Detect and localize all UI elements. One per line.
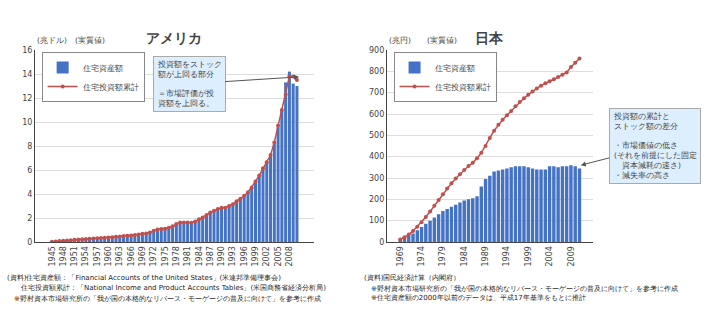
svg-text:1969: 1969 bbox=[396, 246, 405, 266]
svg-text:1987: 1987 bbox=[206, 246, 215, 266]
svg-text:投資額の累計とストック額の差分 ・市場価値の低さ(それを前提: 投資額の累計とストック額の差分 ・市場価値の低さ(それを前提にした固定 資本減耗… bbox=[613, 112, 697, 180]
svg-text:アメリカ: アメリカ bbox=[146, 30, 202, 46]
svg-text:※野村資本市場研究所の「我が国の本格的なリバース・モーゲージ: ※野村資本市場研究所の「我が国の本格的なリバース・モーゲージの普及に向けて」を参… bbox=[7, 294, 321, 303]
svg-text:400: 400 bbox=[369, 152, 384, 161]
svg-text:1981: 1981 bbox=[183, 246, 192, 266]
svg-text:200: 200 bbox=[369, 195, 384, 204]
svg-text:6: 6 bbox=[27, 166, 32, 175]
svg-text:1966: 1966 bbox=[127, 246, 136, 266]
svg-text:1993: 1993 bbox=[228, 246, 237, 266]
svg-text:1969: 1969 bbox=[138, 246, 147, 266]
svg-text:住宅資産額: 住宅資産額 bbox=[83, 64, 123, 73]
svg-text:2009: 2009 bbox=[567, 246, 576, 266]
svg-text:1948: 1948 bbox=[59, 246, 68, 266]
svg-text:住宅投資額累計: 住宅投資額累計 bbox=[435, 83, 491, 92]
svg-text:14: 14 bbox=[22, 70, 32, 79]
svg-text:1984: 1984 bbox=[460, 246, 469, 266]
svg-text:(兆ドル): (兆ドル) bbox=[37, 36, 67, 45]
svg-text:※住宅資産額の2000年以前のデータは、平成17年基準をもと: ※住宅資産額の2000年以前のデータは、平成17年基準をもとに推計 bbox=[364, 294, 586, 302]
svg-text:1979: 1979 bbox=[438, 246, 447, 266]
svg-text:2004: 2004 bbox=[545, 246, 554, 266]
svg-text:1954: 1954 bbox=[81, 246, 90, 266]
svg-text:1990: 1990 bbox=[217, 246, 226, 266]
svg-text:900: 900 bbox=[369, 46, 384, 55]
svg-text:0: 0 bbox=[379, 238, 384, 247]
svg-text:※野村資本市場研究所の「我が国の本格的なリバース・モーゲージ: ※野村資本市場研究所の「我が国の本格的なリバース・モーゲージの普及に向けて」を参… bbox=[364, 284, 678, 293]
svg-text:(実質値): (実質値) bbox=[427, 36, 457, 45]
svg-text:投資額をストック額が上回る部分 ＝市場評価が投資額を上回る。: 投資額をストック額が上回る部分 ＝市場評価が投資額を上回る。 bbox=[157, 60, 222, 108]
svg-text:1957: 1957 bbox=[93, 246, 102, 266]
svg-text:0: 0 bbox=[27, 238, 32, 247]
svg-text:16: 16 bbox=[22, 46, 32, 55]
svg-text:1974: 1974 bbox=[417, 246, 426, 266]
svg-text:12: 12 bbox=[22, 94, 32, 103]
svg-text:300: 300 bbox=[369, 174, 384, 183]
svg-text:1945: 1945 bbox=[48, 246, 57, 266]
svg-text:800: 800 bbox=[369, 67, 384, 76]
svg-text:住宅投資額累計：「National Income and P: 住宅投資額累計：「National Income and Product Acc… bbox=[7, 284, 326, 292]
svg-text:1996: 1996 bbox=[240, 246, 249, 266]
svg-text:1978: 1978 bbox=[172, 246, 181, 266]
svg-text:(兆円): (兆円) bbox=[389, 36, 411, 45]
svg-text:(資料)住宅資産額：「Financial Accounts: (資料)住宅資産額：「Financial Accounts of the Uni… bbox=[7, 274, 281, 282]
svg-text:1999: 1999 bbox=[251, 246, 260, 266]
svg-text:1989: 1989 bbox=[481, 246, 490, 266]
svg-text:1951: 1951 bbox=[70, 246, 79, 266]
svg-text:(資料)国民経済計算（内閣府）: (資料)国民経済計算（内閣府） bbox=[364, 274, 460, 282]
svg-text:(実質値): (実質値) bbox=[75, 36, 105, 45]
svg-text:住宅投資額累計: 住宅投資額累計 bbox=[83, 83, 139, 92]
svg-text:1999: 1999 bbox=[524, 246, 533, 266]
svg-text:住宅資産額: 住宅資産額 bbox=[435, 64, 475, 73]
svg-text:2: 2 bbox=[27, 214, 32, 223]
svg-text:1984: 1984 bbox=[195, 246, 204, 266]
svg-text:100: 100 bbox=[369, 216, 384, 225]
svg-text:500: 500 bbox=[369, 131, 384, 140]
svg-text:2002: 2002 bbox=[262, 246, 271, 266]
svg-text:日本: 日本 bbox=[475, 30, 504, 46]
svg-text:1972: 1972 bbox=[149, 246, 158, 266]
svg-text:8: 8 bbox=[27, 142, 32, 151]
svg-text:2005: 2005 bbox=[274, 246, 283, 266]
svg-text:1994: 1994 bbox=[503, 246, 512, 266]
svg-text:1975: 1975 bbox=[161, 246, 170, 266]
svg-text:10: 10 bbox=[22, 118, 32, 127]
svg-text:4: 4 bbox=[27, 190, 32, 199]
svg-text:600: 600 bbox=[369, 110, 384, 119]
svg-text:700: 700 bbox=[369, 88, 384, 97]
svg-text:2008: 2008 bbox=[285, 246, 294, 266]
svg-text:1960: 1960 bbox=[104, 246, 113, 266]
svg-text:1963: 1963 bbox=[115, 246, 124, 266]
